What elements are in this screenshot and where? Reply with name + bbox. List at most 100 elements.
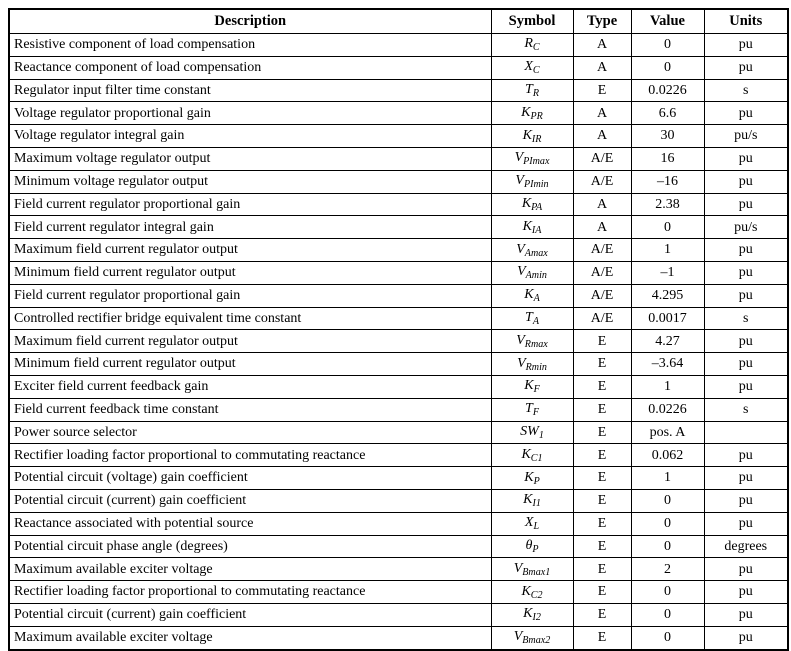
document-page: Description Symbol Type Value Units Resi…	[8, 8, 789, 651]
symbol-cell: RC	[490, 33, 574, 57]
value-cell: 0.0017	[630, 306, 705, 331]
description-text: Field current feedback time constant	[14, 401, 219, 417]
symbol-base: X	[524, 515, 534, 531]
description-cell: Reactance component of load compensation	[8, 55, 492, 80]
units-cell: pu	[703, 488, 789, 513]
description-text: Exciter field current feedback gain	[14, 379, 209, 395]
description-text: Rectifier loading factor proportional to…	[14, 447, 366, 463]
units-cell: pu	[703, 580, 789, 604]
type-cell: E	[572, 329, 632, 354]
table-row: Potential circuit (current) gain coeffic…	[8, 488, 789, 513]
symbol-base: X	[524, 59, 533, 75]
description-cell: Minimum field current regulator output	[8, 352, 492, 376]
type-cell: A	[572, 101, 632, 126]
description-cell: Maximum field current regulator output	[8, 329, 492, 354]
units-cell: pu	[703, 55, 789, 80]
symbol-subscript: L	[533, 521, 540, 532]
symbol-cell: VRmin	[490, 352, 574, 376]
units-cell: degrees	[703, 534, 789, 559]
symbol-base: K	[522, 127, 532, 143]
symbol-subscript: Amin	[525, 270, 547, 282]
description-cell: Power source selector	[8, 420, 492, 445]
description-cell: Potential circuit phase angle (degrees)	[8, 534, 492, 559]
type-cell: E	[572, 374, 632, 399]
description-text: Maximum voltage regulator output	[14, 151, 211, 167]
symbol-cell: KPR	[490, 101, 574, 126]
symbol-subscript: A	[533, 293, 540, 305]
symbol-subscript: PImax	[523, 156, 550, 168]
description-cell: Rectifier loading factor proportional to…	[8, 580, 492, 604]
type-cell: A/E	[572, 260, 632, 285]
table-row: Maximum available exciter voltage VBmax1…	[8, 557, 789, 582]
symbol-subscript: Amax	[524, 247, 548, 259]
symbol-cell: KC1	[490, 443, 574, 468]
description-cell: Minimum field current regulator output	[8, 260, 492, 285]
column-header-type: Type	[572, 8, 632, 34]
symbol-base: K	[523, 606, 533, 622]
column-header-value: Value	[630, 8, 705, 34]
description-text: Minimum field current regulator output	[14, 356, 236, 372]
units-cell: pu	[703, 283, 789, 308]
type-cell: E	[572, 466, 632, 490]
symbol-subscript: P	[532, 543, 539, 555]
symbol-subscript: R	[532, 87, 539, 99]
symbol-subscript: Bmax1	[522, 566, 551, 578]
symbol-cell: VAmin	[490, 260, 574, 285]
description-text: Power source selector	[14, 424, 137, 440]
type-cell: A/E	[572, 238, 632, 262]
description-text: Regulator input filter time constant	[14, 82, 211, 98]
symbol-subscript: C	[532, 65, 540, 77]
symbol-subscript: P	[533, 475, 540, 487]
units-cell: pu	[703, 443, 789, 468]
table-row: Regulator input filter time constant TR …	[8, 78, 789, 103]
description-cell: Regulator input filter time constant	[8, 78, 492, 103]
parameters-table: Description Symbol Type Value Units Resi…	[8, 8, 789, 651]
symbol-base: K	[524, 287, 534, 303]
symbol-subscript: C	[532, 42, 540, 54]
units-cell: pu	[703, 557, 789, 582]
table-row: Potential circuit (current) gain coeffic…	[8, 602, 789, 627]
symbol-base: V	[513, 560, 523, 576]
value-cell: 0.0226	[630, 78, 705, 103]
symbol-base: T	[525, 401, 533, 417]
table-row: Exciter field current feedback gain KF E…	[8, 374, 789, 399]
description-text: Reactance associated with potential sour…	[14, 515, 254, 531]
description-text: Maximum available exciter voltage	[14, 561, 213, 577]
symbol-subscript: A	[532, 315, 539, 327]
symbol-cell: VPImin	[490, 169, 574, 194]
units-cell: pu	[703, 260, 789, 285]
value-cell: pos. A	[630, 420, 705, 445]
description-text: Field current regulator integral gain	[14, 219, 214, 235]
type-cell: E	[572, 420, 632, 445]
description-cell: Maximum available exciter voltage	[8, 557, 492, 582]
symbol-cell: XL	[490, 511, 574, 536]
symbol-subscript: Rmax	[524, 338, 548, 350]
value-cell: 0.062	[630, 443, 705, 468]
table-body: Resistive component of load compensation…	[8, 33, 789, 651]
table-row: Reactance component of load compensation…	[8, 55, 789, 80]
table-row: Field current regulator proportional gai…	[8, 283, 789, 308]
description-text: Field current regulator proportional gai…	[14, 196, 241, 212]
table-row: Field current regulator proportional gai…	[8, 192, 789, 217]
units-cell: pu/s	[703, 124, 789, 148]
units-cell: pu	[703, 33, 789, 57]
description-cell: Field current regulator proportional gai…	[8, 283, 492, 308]
description-cell: Potential circuit (current) gain coeffic…	[8, 602, 492, 627]
units-cell	[703, 420, 789, 445]
value-cell: 0.0226	[630, 397, 705, 422]
symbol-cell: KI2	[490, 602, 574, 627]
value-cell: 6.6	[630, 101, 705, 126]
description-text: Minimum field current regulator output	[14, 265, 236, 281]
value-cell: 0	[630, 625, 705, 651]
description-cell: Resistive component of load compensation	[8, 33, 492, 57]
symbol-cell: θP	[490, 534, 574, 559]
units-cell: pu	[703, 625, 789, 651]
symbol-base: K	[521, 196, 532, 212]
units-cell: pu	[703, 192, 789, 217]
value-cell: 16	[630, 146, 705, 171]
symbol-base: T	[525, 82, 533, 98]
value-cell: 0	[630, 55, 705, 80]
description-text: Maximum field current regulator output	[14, 333, 238, 349]
symbol-subscript: PA	[531, 201, 543, 213]
table-row: Rectifier loading factor proportional to…	[8, 580, 789, 604]
